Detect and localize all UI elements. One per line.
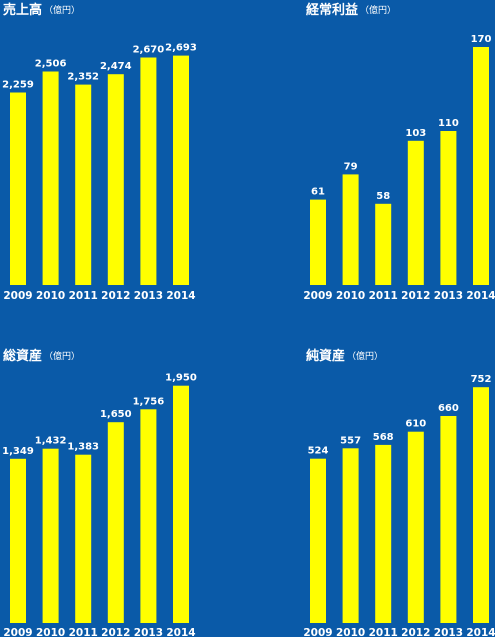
chart-1-value-label-2012: 2,474 — [100, 61, 132, 72]
chart-4-value-label-2012: 610 — [405, 419, 426, 430]
chart-2-value-label-2012: 103 — [405, 128, 426, 139]
chart-4-value-label-2014: 752 — [471, 374, 492, 385]
chart-4-tick-2009: 2009 — [303, 627, 332, 637]
chart-3-bar-2012 — [107, 422, 124, 623]
chart-3-value-label-2013: 1,756 — [133, 396, 165, 407]
chart-3-unit: （億円） — [44, 350, 80, 362]
chart-3-value-label-2010: 1,432 — [35, 436, 67, 447]
chart-1-tick-2009: 2009 — [3, 290, 32, 302]
chart-1-value-label-2010: 2,506 — [35, 59, 67, 70]
chart-1-bar-2012 — [107, 74, 124, 285]
chart-1-value-label-2009: 2,259 — [2, 80, 34, 91]
chart-1-tick-2010: 2010 — [36, 290, 65, 302]
chart-2-bar-2013 — [440, 131, 457, 285]
chart-3-tick-2014: 2014 — [166, 627, 195, 637]
chart-2-value-label-2010: 79 — [344, 161, 358, 172]
chart-4-bar-2011 — [375, 444, 392, 623]
chart-2-tick-2014: 2014 — [466, 290, 495, 302]
chart-1-tick-2014: 2014 — [166, 290, 195, 302]
chart-3-tick-2011: 2011 — [69, 627, 98, 637]
chart-1-unit: （億円） — [44, 4, 80, 16]
chart-1-bar-2009 — [10, 92, 26, 285]
chart-2-tick-2010: 2010 — [336, 290, 365, 302]
chart-2-title: 経常利益 — [306, 2, 358, 18]
chart-4-value-label-2011: 568 — [373, 432, 394, 443]
chart-3-tick-2009: 2009 — [3, 627, 32, 637]
chart-4-bar-2014 — [473, 387, 489, 623]
chart-1-tick-2011: 2011 — [69, 290, 98, 302]
chart-4-value-label-2010: 557 — [340, 435, 361, 446]
chart-2-bar-2012 — [407, 140, 424, 285]
chart-3-tick-2013: 2013 — [134, 627, 163, 637]
chart-2-value-label-2013: 110 — [438, 118, 459, 129]
chart-2-bar-2014 — [473, 47, 489, 285]
chart-1-tick-2012: 2012 — [101, 290, 130, 302]
chart-3-tick-2010: 2010 — [36, 627, 65, 637]
chart-3-tick-2012: 2012 — [101, 627, 130, 637]
chart-4-title: 純資産 — [306, 348, 345, 364]
chart-4-tick-2010: 2010 — [336, 627, 365, 637]
chart-1-bar-2014 — [173, 55, 189, 285]
chart-2-bar-2009 — [310, 199, 326, 285]
chart-4-tick-2011: 2011 — [369, 627, 398, 637]
chart-1-value-label-2011: 2,352 — [67, 72, 99, 83]
chart-2-tick-2012: 2012 — [401, 290, 430, 302]
chart-4-tick-2014: 2014 — [466, 627, 495, 637]
chart-4-tick-2013: 2013 — [434, 627, 463, 637]
chart-3-bar-2010 — [42, 448, 59, 623]
chart-2-value-label-2011: 58 — [376, 191, 390, 202]
chart-3-value-label-2009: 1,349 — [2, 446, 34, 457]
chart-2-unit: （億円） — [360, 4, 396, 16]
chart-2-tick-2009: 2009 — [303, 290, 332, 302]
chart-3-bar-2011 — [75, 454, 92, 623]
chart-4-value-label-2013: 660 — [438, 403, 459, 414]
chart-2-value-label-2014: 170 — [471, 34, 492, 45]
chart-4-tick-2012: 2012 — [401, 627, 430, 637]
chart-3-value-label-2014: 1,950 — [165, 373, 197, 384]
chart-1-tick-2013: 2013 — [134, 290, 163, 302]
chart-1-title: 売上高 — [3, 2, 42, 18]
chart-4-bar-2010 — [342, 448, 359, 623]
chart-2-tick-2013: 2013 — [434, 290, 463, 302]
chart-3-title: 総資産 — [3, 348, 42, 364]
chart-3-bar-2014 — [173, 385, 189, 623]
chart-4-bar-2009 — [310, 458, 326, 623]
chart-1-value-label-2013: 2,670 — [133, 45, 165, 56]
chart-1-value-label-2014: 2,693 — [165, 43, 197, 54]
chart-2-bar-2010 — [342, 174, 359, 285]
chart-3-value-label-2011: 1,383 — [67, 442, 99, 453]
chart-4-bar-2012 — [407, 431, 424, 623]
chart-4-bar-2013 — [440, 416, 457, 623]
chart-2-tick-2011: 2011 — [369, 290, 398, 302]
chart-1-bar-2013 — [140, 57, 157, 285]
chart-3-value-label-2012: 1,650 — [100, 409, 132, 420]
chart-1-bar-2010 — [42, 71, 59, 285]
chart-3-bar-2013 — [140, 409, 157, 623]
chart-2-bar-2011 — [375, 203, 392, 285]
chart-3-bar-2009 — [10, 458, 26, 623]
chart-4-value-label-2009: 524 — [308, 446, 329, 457]
chart-4-unit: （億円） — [347, 350, 383, 362]
chart-2-value-label-2009: 61 — [311, 187, 325, 198]
chart-1-bar-2011 — [75, 84, 92, 285]
